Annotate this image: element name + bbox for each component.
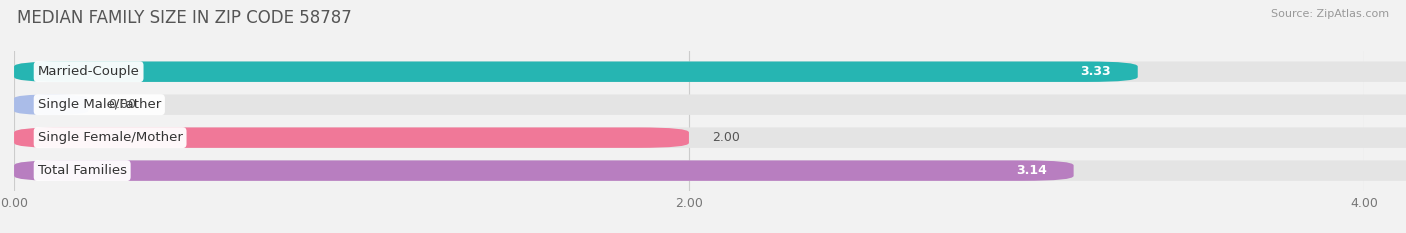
FancyBboxPatch shape	[14, 160, 1074, 181]
Text: Total Families: Total Families	[38, 164, 127, 177]
Text: Married-Couple: Married-Couple	[38, 65, 139, 78]
Text: 0.00: 0.00	[108, 98, 136, 111]
FancyBboxPatch shape	[14, 62, 1137, 82]
Text: Single Female/Mother: Single Female/Mother	[38, 131, 183, 144]
FancyBboxPatch shape	[14, 127, 1406, 148]
FancyBboxPatch shape	[14, 127, 689, 148]
Text: 3.14: 3.14	[1015, 164, 1046, 177]
Text: Single Male/Father: Single Male/Father	[38, 98, 160, 111]
FancyBboxPatch shape	[14, 94, 1406, 115]
FancyBboxPatch shape	[14, 160, 1406, 181]
FancyBboxPatch shape	[14, 94, 89, 115]
Text: 3.33: 3.33	[1080, 65, 1111, 78]
Text: Source: ZipAtlas.com: Source: ZipAtlas.com	[1271, 9, 1389, 19]
FancyBboxPatch shape	[14, 62, 1406, 82]
Text: MEDIAN FAMILY SIZE IN ZIP CODE 58787: MEDIAN FAMILY SIZE IN ZIP CODE 58787	[17, 9, 352, 27]
Text: 2.00: 2.00	[713, 131, 741, 144]
